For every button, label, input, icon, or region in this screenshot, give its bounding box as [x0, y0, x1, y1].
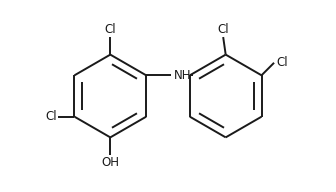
Text: Cl: Cl	[217, 23, 229, 36]
Text: Cl: Cl	[45, 110, 57, 123]
Text: Cl: Cl	[277, 56, 288, 69]
Text: OH: OH	[101, 156, 119, 169]
Text: NH: NH	[174, 69, 191, 82]
Text: Cl: Cl	[104, 23, 116, 36]
